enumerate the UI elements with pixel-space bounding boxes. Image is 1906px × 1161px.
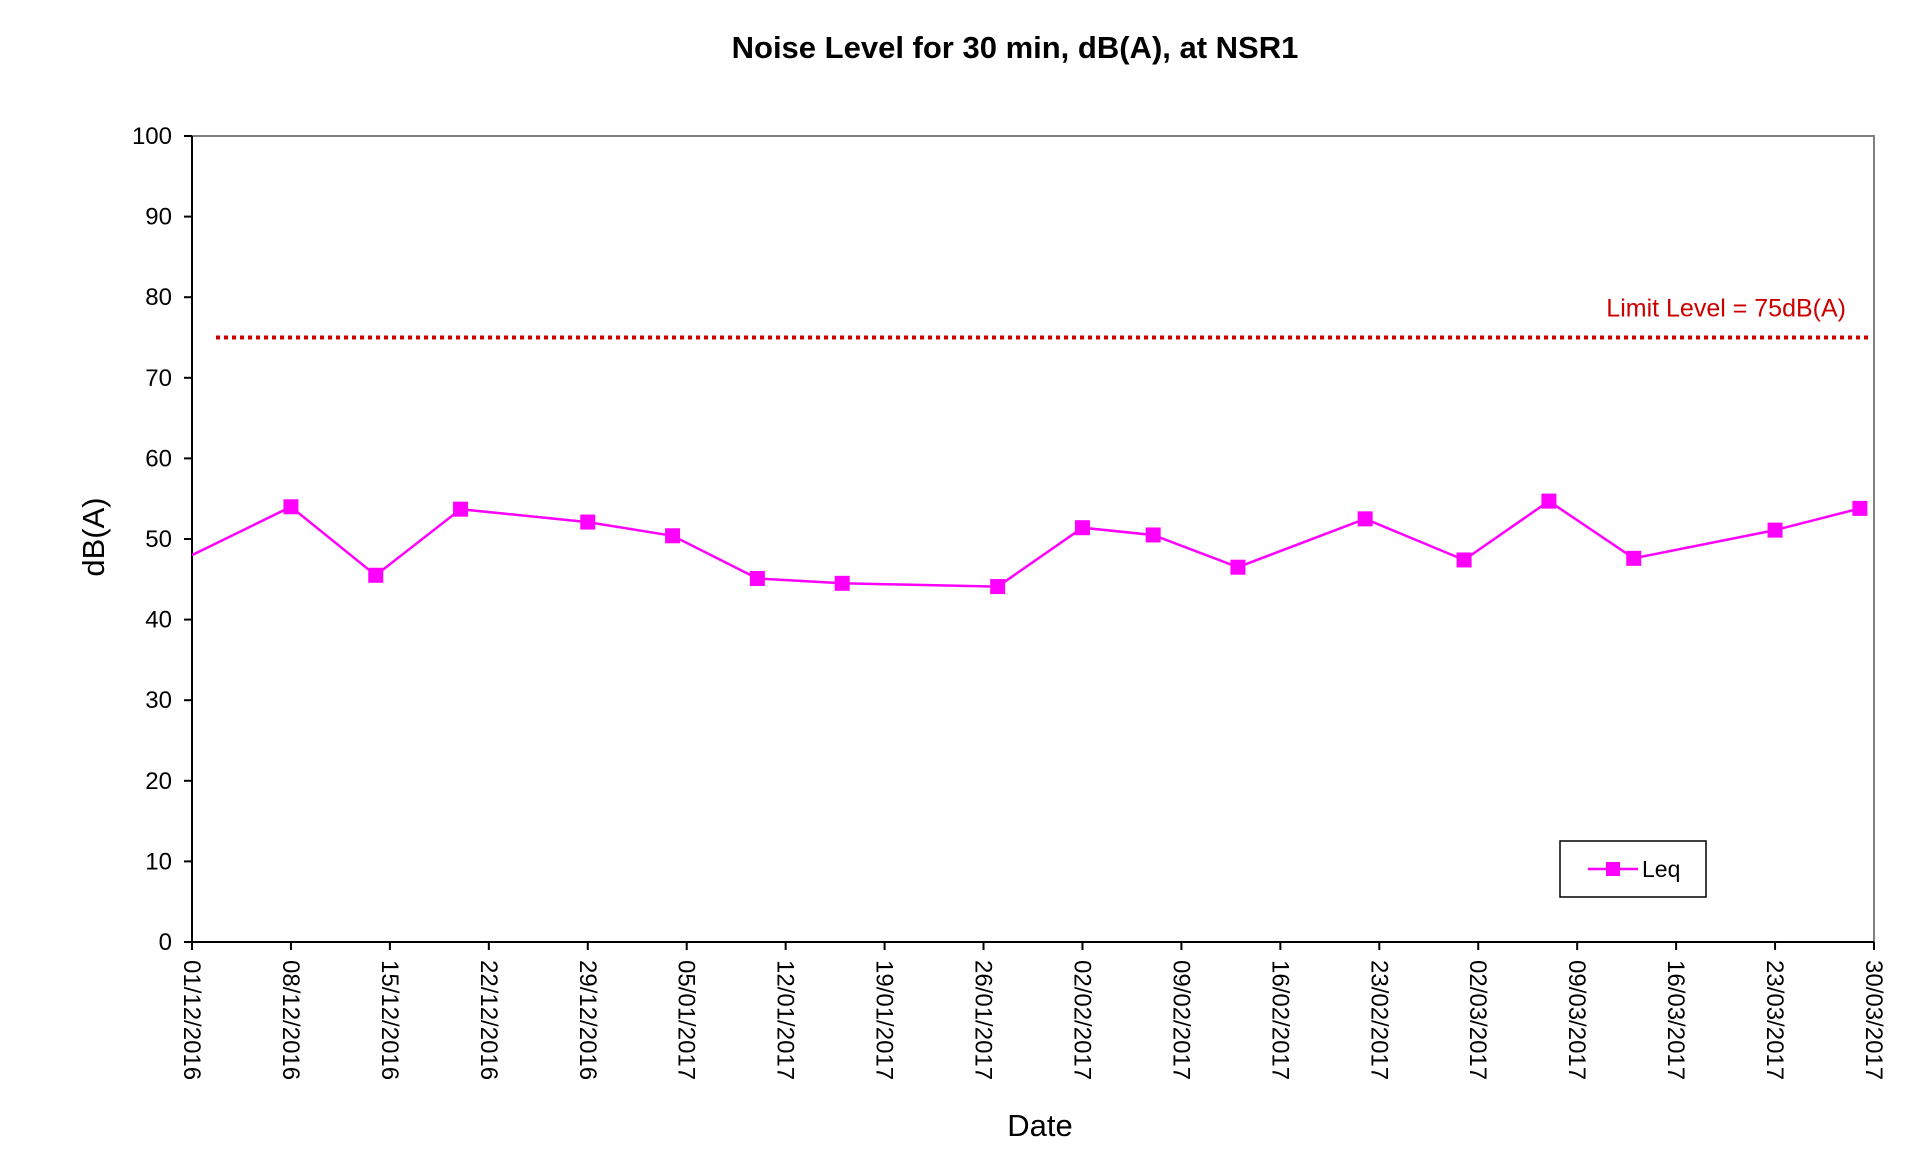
x-tick-label: 09/02/2017 — [1167, 960, 1194, 1080]
x-tick-label: 02/03/2017 — [1464, 960, 1491, 1080]
y-axis: 0 10 20 30 40 50 60 70 80 90 100 — [132, 123, 193, 956]
y-tick-label: 0 — [159, 929, 172, 956]
x-tick-label: 23/03/2017 — [1761, 960, 1788, 1080]
x-tick-label: 09/03/2017 — [1563, 960, 1590, 1080]
data-point-marker — [749, 570, 765, 586]
y-tick-label: 40 — [145, 607, 172, 634]
data-point-marker — [1541, 493, 1557, 509]
data-point-marker — [1626, 550, 1642, 566]
plot-frame — [191, 135, 1875, 943]
data-point-marker — [1852, 500, 1868, 516]
data-point-marker — [665, 528, 681, 544]
series-layer — [191, 493, 1868, 595]
x-tick-label: 16/03/2017 — [1662, 960, 1689, 1080]
data-point-marker — [283, 499, 299, 515]
y-tick-label: 30 — [145, 687, 172, 714]
x-tick-label: 26/01/2017 — [970, 960, 997, 1080]
x-tick-label: 30/03/2017 — [1860, 960, 1887, 1080]
series-line-leq — [191, 499, 1861, 588]
x-tick-label: 12/01/2017 — [772, 960, 799, 1080]
y-tick-label: 20 — [145, 768, 172, 795]
reference-lines: Limit Level = 75dB(A) — [216, 295, 1868, 340]
data-point-marker — [368, 567, 384, 583]
x-tick-label: 16/02/2017 — [1266, 960, 1293, 1080]
legend-marker — [1606, 862, 1620, 876]
data-point-marker — [1357, 511, 1373, 527]
x-tick-label: 19/01/2017 — [871, 960, 898, 1080]
data-point-marker — [1230, 559, 1246, 575]
x-tick-label: 02/02/2017 — [1068, 960, 1095, 1080]
y-tick-label: 10 — [145, 848, 172, 875]
x-axis: 01/12/2016 08/12/2016 15/12/2016 22/12/2016… — [178, 941, 1887, 1080]
data-point-marker — [1456, 552, 1472, 568]
data-point-marker — [1074, 520, 1090, 536]
x-tick-label: 05/01/2017 — [673, 960, 700, 1080]
x-tick-label: 29/12/2016 — [574, 960, 601, 1080]
y-tick-label: 50 — [145, 526, 172, 553]
legend: Leq — [1559, 840, 1707, 898]
x-tick-label: 22/12/2016 — [475, 960, 502, 1080]
data-point-marker — [1145, 527, 1161, 543]
plot-area — [191, 135, 1875, 943]
data-point-marker — [990, 579, 1006, 595]
x-tick-label: 01/12/2016 — [178, 960, 205, 1080]
y-tick-label: 70 — [145, 365, 172, 392]
x-tick-label: 15/12/2016 — [376, 960, 403, 1080]
data-point-marker — [453, 501, 469, 517]
x-tick-label: 23/02/2017 — [1365, 960, 1392, 1080]
y-tick-label: 60 — [145, 445, 172, 472]
x-axis-title: Date — [1007, 1108, 1072, 1143]
x-tick-label: 08/12/2016 — [277, 960, 304, 1080]
y-tick-label: 90 — [145, 204, 172, 231]
chart-title: Noise Level for 30 min, dB(A), at NSR1 — [732, 30, 1299, 65]
legend-label: Leq — [1642, 856, 1680, 882]
y-tick-label: 80 — [145, 284, 172, 311]
y-axis-title: dB(A) — [76, 497, 111, 576]
y-tick-label: 100 — [132, 123, 172, 150]
data-point-marker — [834, 575, 850, 591]
limit-label: Limit Level = 75dB(A) — [1606, 295, 1846, 323]
data-point-marker — [580, 514, 596, 530]
data-point-marker — [1767, 522, 1783, 538]
